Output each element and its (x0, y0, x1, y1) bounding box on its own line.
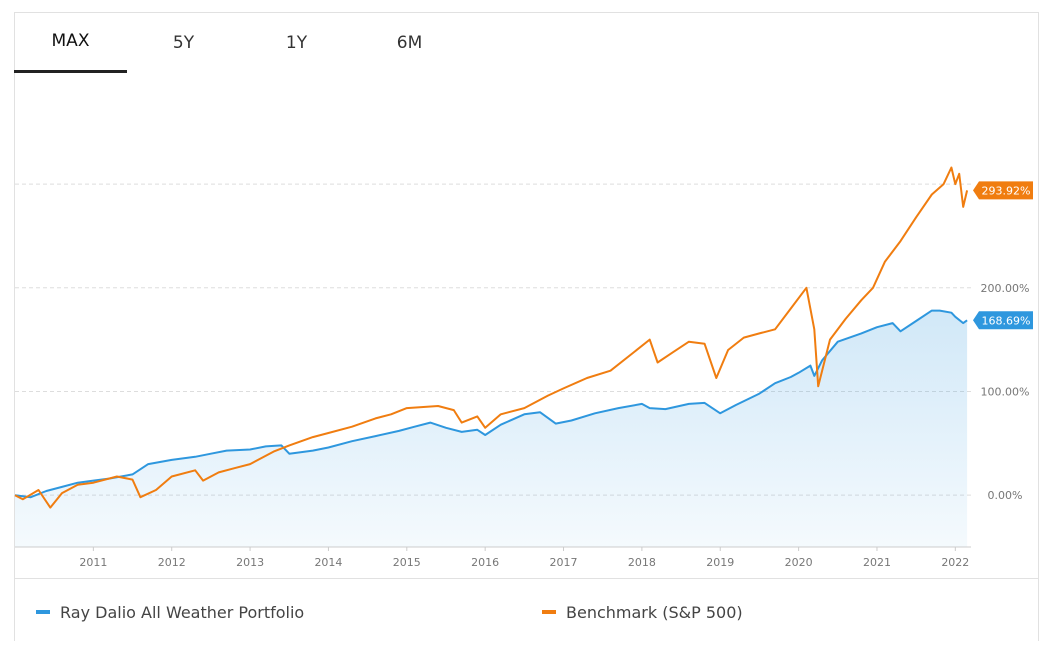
x-tick-label: 2016 (471, 556, 499, 569)
x-tick-label: 2019 (706, 556, 734, 569)
legend-divider (15, 578, 1039, 579)
end-label-text: 293.92% (982, 184, 1031, 197)
x-tick-label: 2021 (863, 556, 891, 569)
legend-item-benchmark[interactable]: Benchmark (S&P 500) (542, 600, 743, 624)
end-label-box (973, 311, 1033, 330)
legend-swatch-portfolio (36, 610, 50, 614)
x-tick-label: 2020 (785, 556, 813, 569)
tab-5y[interactable]: 5Y (172, 32, 195, 53)
chart-card (14, 12, 1039, 641)
y-tick-label: 0.00% (988, 489, 1023, 502)
x-tick-label: 2012 (158, 556, 186, 569)
x-tick-label: 2022 (941, 556, 969, 569)
legend-item-portfolio[interactable]: Ray Dalio All Weather Portfolio (36, 600, 304, 624)
legend-label-benchmark: Benchmark (S&P 500) (566, 602, 743, 622)
x-tick-label: 2014 (314, 556, 342, 569)
benchmark-end-label: 293.92% (973, 181, 1033, 200)
portfolio-end-label: 168.69% (973, 311, 1033, 330)
portfolio-area (15, 310, 968, 547)
y-tick-label: 200.00% (981, 282, 1030, 295)
benchmark-line[interactable] (14, 166, 969, 509)
x-tick-label: 2018 (628, 556, 656, 569)
x-tick-label: 2017 (550, 556, 578, 569)
tab-1y[interactable]: 1Y (285, 32, 308, 53)
portfolio-line[interactable] (14, 309, 968, 499)
end-label-text: 168.69% (982, 314, 1031, 327)
y-tick-label: 100.00% (981, 385, 1030, 398)
x-tick-label: 2015 (393, 556, 421, 569)
x-tick-label: 2013 (236, 556, 264, 569)
tab-6m[interactable]: 6M (396, 32, 423, 53)
tab-max[interactable]: MAX (14, 12, 127, 73)
end-label-box (973, 181, 1033, 200)
legend-label-portfolio: Ray Dalio All Weather Portfolio (60, 602, 305, 622)
range-tabs: MAX 5Y 1Y 6M (14, 12, 1014, 73)
legend-swatch-benchmark (542, 610, 556, 614)
x-tick-label: 2011 (79, 556, 107, 569)
